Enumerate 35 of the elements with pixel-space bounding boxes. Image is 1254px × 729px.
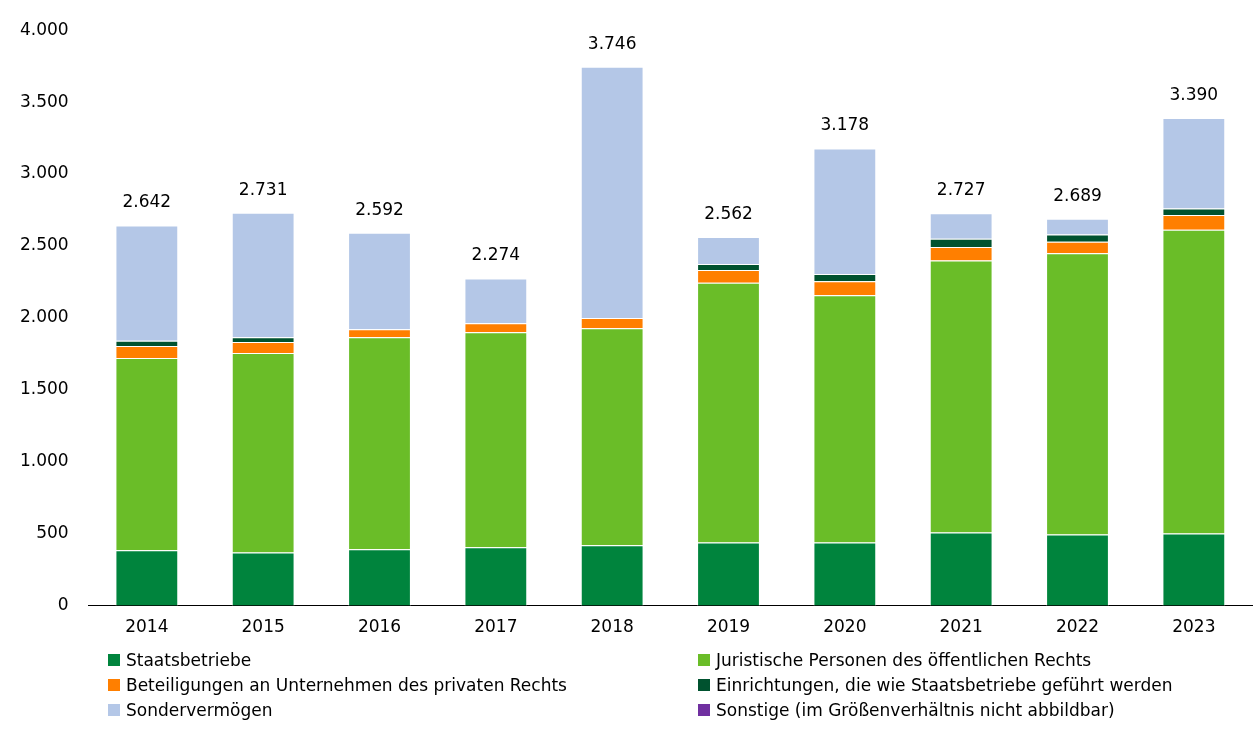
x-tick-label: 2019 [706,616,751,637]
legend-label: Juristische Personen des öffentlichen Rechts [716,650,1092,670]
total-label: 3.178 [820,114,870,135]
legend-label: Sondervermögen [126,700,273,720]
y-tick-label: 1.000 [20,450,69,471]
total-label: 2.731 [238,178,288,199]
y-tick-label: 3.500 [20,90,69,111]
x-tick-label: 2017 [474,616,518,637]
legend-label: Sonstige (im Größenverhältnis nicht abbildbar) [716,700,1115,720]
y-tick-label: 2.000 [20,306,69,327]
total-label: 2.727 [936,179,986,200]
y-tick-label: 0 [57,594,69,615]
y-tick-label: 1.500 [20,378,69,399]
y-tick-label: 2.500 [20,234,69,255]
legend-label: Einrichtungen, die wie Staatsbetriebe geführt werden [716,675,1173,695]
total-label: 2.642 [122,191,172,212]
x-tick-label: 2021 [939,616,983,637]
total-label: 2.592 [355,198,404,219]
total-label: 2.274 [471,244,521,265]
x-tick-label: 2020 [823,616,867,637]
y-tick-label: 3.000 [20,162,69,183]
total-label: 2.689 [1053,184,1102,205]
total-label: 2.562 [704,202,753,223]
x-tick-label: 2023 [1172,616,1216,637]
legend-label: Staatsbetriebe [126,650,252,670]
y-tick-label: 4.000 [20,18,69,39]
x-tick-label: 2016 [357,616,402,637]
legend-label: Beteiligungen an Unternehmen des privaten Rechts [126,675,567,695]
y-tick-label: 500 [36,522,69,543]
x-tick-label: 2014 [125,616,169,637]
x-tick-label: 2018 [590,616,634,637]
total-label: 3.390 [1169,83,1219,104]
x-tick-label: 2022 [1055,616,1100,637]
x-tick-label: 2015 [241,616,285,637]
total-label: 3.746 [587,32,637,53]
